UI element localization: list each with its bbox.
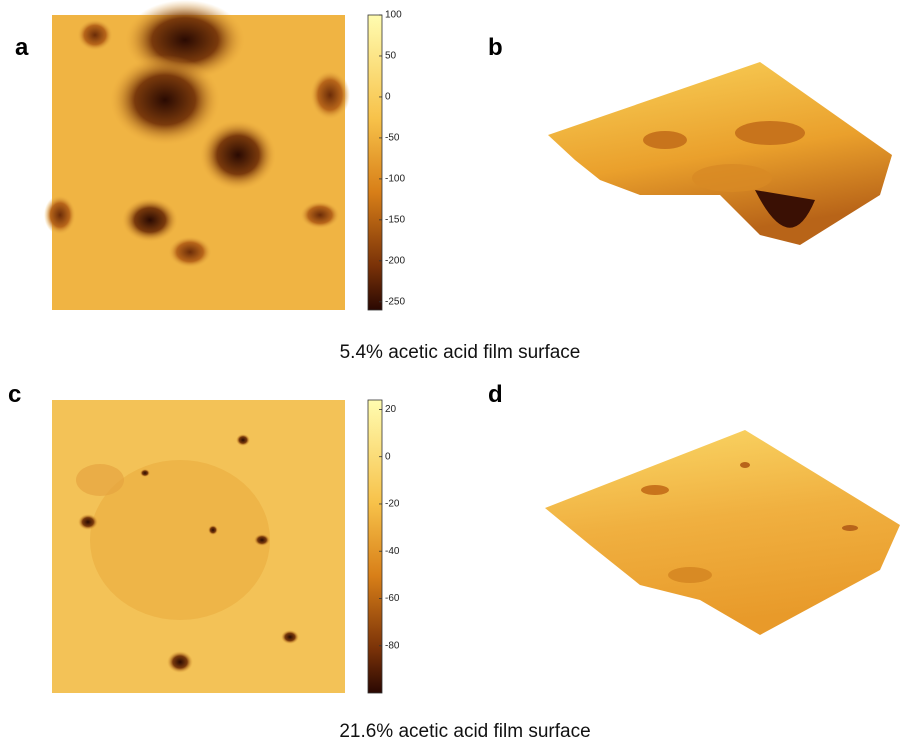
tick-label: -50: [385, 133, 400, 144]
panel-label: c: [8, 381, 21, 408]
tick-label: -250: [385, 296, 405, 307]
tick-label: -80: [385, 640, 400, 651]
caption: 5.4% acetic acid film surface: [340, 342, 581, 363]
figure: a b c d 5.4% acetic acid film surface 21…: [0, 0, 906, 743]
tick-label: 0: [385, 451, 391, 462]
tick-label: 20: [385, 404, 397, 415]
surface-b: [548, 62, 892, 245]
colorbar: [368, 400, 382, 693]
tick-label: -40: [385, 546, 400, 557]
tick-label: -150: [385, 215, 405, 226]
heatmap-c: [52, 400, 345, 693]
tick-label: -60: [385, 593, 400, 604]
tick-label: 50: [385, 51, 397, 62]
tick-label: -200: [385, 255, 405, 266]
caption: 21.6% acetic acid film surface: [339, 721, 590, 742]
panel-label: b: [488, 34, 503, 61]
tick-label: -100: [385, 174, 405, 185]
panel-label: a: [15, 34, 29, 61]
colorbar: [368, 15, 382, 310]
tick-label: 0: [385, 92, 391, 103]
tick-label: -20: [385, 499, 400, 510]
tick-label: 100: [385, 10, 402, 21]
surface-d: [545, 430, 900, 635]
panel-label: d: [488, 381, 503, 408]
heatmap-a: [44, 0, 350, 310]
